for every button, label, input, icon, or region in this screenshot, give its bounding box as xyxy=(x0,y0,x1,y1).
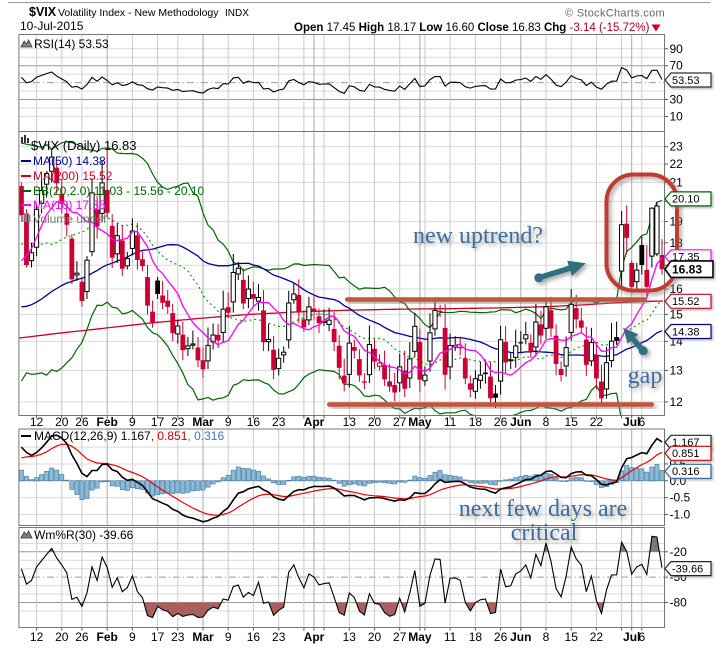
svg-text:23: 23 xyxy=(272,415,286,429)
svg-text:-0.5: -0.5 xyxy=(670,491,691,505)
svg-text:$VIX: $VIX xyxy=(29,5,57,19)
svg-text:10: 10 xyxy=(670,109,684,123)
svg-text:Feb: Feb xyxy=(97,630,118,644)
svg-text:22: 22 xyxy=(590,415,604,429)
svg-text:11: 11 xyxy=(444,415,457,429)
svg-text:RSI(14) 53.53: RSI(14) 53.53 xyxy=(34,37,109,51)
svg-text:18: 18 xyxy=(469,415,483,429)
svg-text:23: 23 xyxy=(171,415,185,429)
svg-text:15: 15 xyxy=(565,630,579,644)
svg-text:20: 20 xyxy=(368,630,382,644)
svg-text:16: 16 xyxy=(247,415,261,429)
svg-text:13: 13 xyxy=(343,630,357,644)
svg-text:22: 22 xyxy=(670,157,684,171)
svg-text:-39.66: -39.66 xyxy=(672,563,703,575)
svg-text:26: 26 xyxy=(494,630,508,644)
svg-text:20: 20 xyxy=(55,415,69,429)
svg-text:13: 13 xyxy=(343,415,357,429)
svg-text:9: 9 xyxy=(129,415,136,429)
svg-text:9: 9 xyxy=(129,630,136,644)
svg-text:Open 17.45 High 18.17 Low 16.6: Open 17.45 High 18.17 Low 16.60 Close 16… xyxy=(294,22,650,34)
svg-text:15.52: 15.52 xyxy=(672,296,700,308)
svg-text:INDX: INDX xyxy=(225,8,249,19)
svg-text:BB(20,2.0) 11.03 - 15.56 - 20.: BB(20,2.0) 11.03 - 15.56 - 20.10 xyxy=(33,184,205,198)
svg-text:16.83: 16.83 xyxy=(672,263,702,277)
svg-text:15: 15 xyxy=(565,415,579,429)
svg-text:Jun: Jun xyxy=(510,630,531,644)
svg-text:© StockCharts.com: © StockCharts.com xyxy=(565,8,665,20)
svg-text:26: 26 xyxy=(75,630,89,644)
svg-text:8: 8 xyxy=(543,415,550,429)
svg-text:20: 20 xyxy=(55,630,69,644)
svg-text:8: 8 xyxy=(543,630,550,644)
svg-text:20.10: 20.10 xyxy=(672,194,700,206)
svg-text:22: 22 xyxy=(590,630,604,644)
svg-text:12: 12 xyxy=(670,395,684,409)
svg-text:26: 26 xyxy=(75,415,89,429)
svg-text:27: 27 xyxy=(393,415,407,429)
svg-text:16: 16 xyxy=(247,630,261,644)
svg-text:Volume undef: Volume undef xyxy=(33,212,107,226)
svg-text:May: May xyxy=(408,630,432,644)
svg-text:Apr: Apr xyxy=(304,630,325,644)
svg-text:0.316: 0.316 xyxy=(672,466,700,478)
svg-text:17: 17 xyxy=(151,630,165,644)
svg-text:90: 90 xyxy=(670,42,684,56)
svg-text:0.851: 0.851 xyxy=(672,448,700,460)
svg-text:13: 13 xyxy=(670,364,684,378)
svg-text:-20: -20 xyxy=(670,545,688,559)
svg-text:new uptrend?: new uptrend? xyxy=(413,223,543,249)
svg-text:15: 15 xyxy=(670,307,684,321)
svg-text:27: 27 xyxy=(393,630,407,644)
svg-text:11: 11 xyxy=(444,630,457,644)
svg-text:23: 23 xyxy=(670,140,684,154)
svg-text:9: 9 xyxy=(225,630,232,644)
svg-text:Mar: Mar xyxy=(192,415,214,429)
svg-text:MA(50) 14.38: MA(50) 14.38 xyxy=(33,154,106,168)
svg-text:Feb: Feb xyxy=(97,415,118,429)
svg-text:10-Jul-2015: 10-Jul-2015 xyxy=(20,19,84,33)
svg-text:6: 6 xyxy=(638,630,645,644)
svg-text:14.38: 14.38 xyxy=(672,326,700,338)
svg-text:6: 6 xyxy=(638,415,645,429)
svg-text:critical: critical xyxy=(511,520,578,546)
svg-text:23: 23 xyxy=(171,630,185,644)
svg-text:20: 20 xyxy=(368,415,382,429)
svg-text:May: May xyxy=(408,415,432,429)
svg-text:23: 23 xyxy=(272,630,286,644)
svg-text:Jul: Jul xyxy=(623,630,640,644)
svg-text:16: 16 xyxy=(670,282,684,296)
svg-text:MACD(12,26,9) 1.167, 0.851, 0.: MACD(12,26,9) 1.167, 0.851, 0.316 xyxy=(34,429,224,443)
svg-text:17: 17 xyxy=(151,415,165,429)
svg-text:53.53: 53.53 xyxy=(672,75,700,87)
svg-text:next few days are: next few days are xyxy=(459,496,628,522)
svg-text:Mar: Mar xyxy=(192,630,214,644)
svg-text:12: 12 xyxy=(30,630,44,644)
svg-text:$VIX (Daily) 16.83: $VIX (Daily) 16.83 xyxy=(31,138,137,153)
svg-text:26: 26 xyxy=(494,415,508,429)
svg-text:-1.0: -1.0 xyxy=(670,508,691,522)
svg-text:18: 18 xyxy=(469,630,483,644)
svg-text:Jun: Jun xyxy=(510,415,531,429)
svg-text:MA(200) 15.52: MA(200) 15.52 xyxy=(33,169,113,183)
svg-text:Jul: Jul xyxy=(623,415,640,429)
svg-text:-80: -80 xyxy=(670,596,688,610)
svg-text:Wm%R(30) -39.66: Wm%R(30) -39.66 xyxy=(34,528,134,542)
svg-text:70: 70 xyxy=(670,59,684,73)
svg-text:Volatility Index - New Methodo: Volatility Index - New Methodology xyxy=(58,7,219,19)
svg-text:12: 12 xyxy=(30,415,44,429)
svg-text:Apr: Apr xyxy=(304,415,325,429)
svg-text:gap: gap xyxy=(628,363,663,389)
svg-text:MA(10) 17.35: MA(10) 17.35 xyxy=(33,198,106,212)
svg-text:9: 9 xyxy=(225,415,232,429)
svg-text:30: 30 xyxy=(670,93,684,107)
